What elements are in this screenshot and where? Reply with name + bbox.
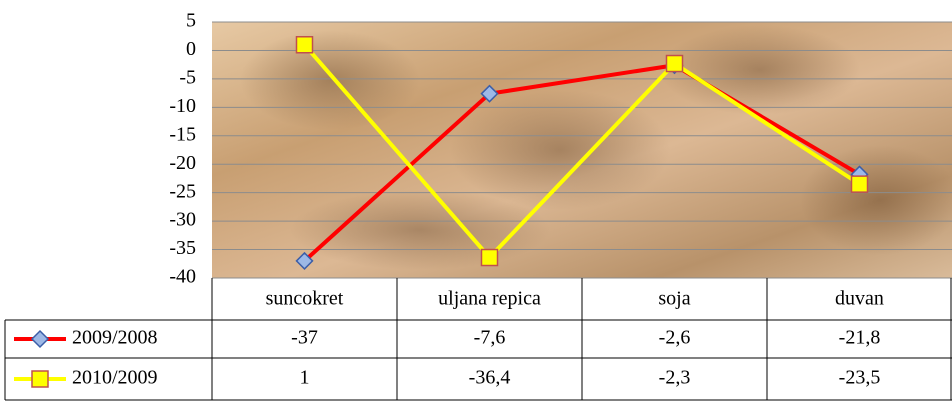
data-table: suncokret uljana repica soja duvan 2009/2008…: [4, 278, 952, 401]
table-value: 1: [300, 367, 310, 389]
y-tick-label: -15: [169, 123, 196, 145]
y-tick-label: -10: [169, 95, 196, 117]
series-line: [302, 43, 861, 260]
legend-label: 2009/2008: [72, 327, 158, 349]
category-label: duvan: [835, 288, 884, 310]
y-tick-label: -40: [169, 266, 196, 288]
table-value: -37: [291, 327, 318, 349]
legend-label: 2010/2009: [72, 367, 158, 389]
category-label: suncokret: [266, 288, 344, 310]
table-value: -36,4: [469, 367, 511, 389]
y-tick-label: 5: [186, 10, 196, 32]
marker: [850, 175, 869, 193]
marker: [480, 248, 499, 267]
marker: [295, 251, 314, 270]
y-tick-label: -20: [169, 152, 196, 174]
plot-background: [212, 22, 952, 278]
table-value: -2,3: [659, 367, 691, 389]
series-line: [303, 63, 861, 263]
y-tick-label: -30: [169, 209, 196, 231]
table-value: -7,6: [474, 327, 506, 349]
grid: 5 0 -5 -10 -15 -20 -25 -30 -35 -40: [169, 10, 952, 288]
y-tick-label: -5: [179, 66, 196, 88]
y-tick-label: -35: [169, 237, 196, 259]
y-tick-label: -25: [169, 180, 196, 202]
table-value: -21,8: [839, 327, 881, 349]
marker: [295, 36, 314, 54]
marker: [31, 370, 49, 388]
marker: [30, 329, 50, 349]
lines: [295, 36, 869, 270]
category-label: soja: [658, 288, 690, 310]
table-value: -2,6: [659, 327, 691, 349]
y-tick-label: 0: [186, 38, 196, 60]
table-value: -23,5: [839, 367, 881, 389]
marker: [665, 54, 684, 73]
marker: [480, 84, 499, 103]
category-label: uljana repica: [438, 288, 541, 310]
